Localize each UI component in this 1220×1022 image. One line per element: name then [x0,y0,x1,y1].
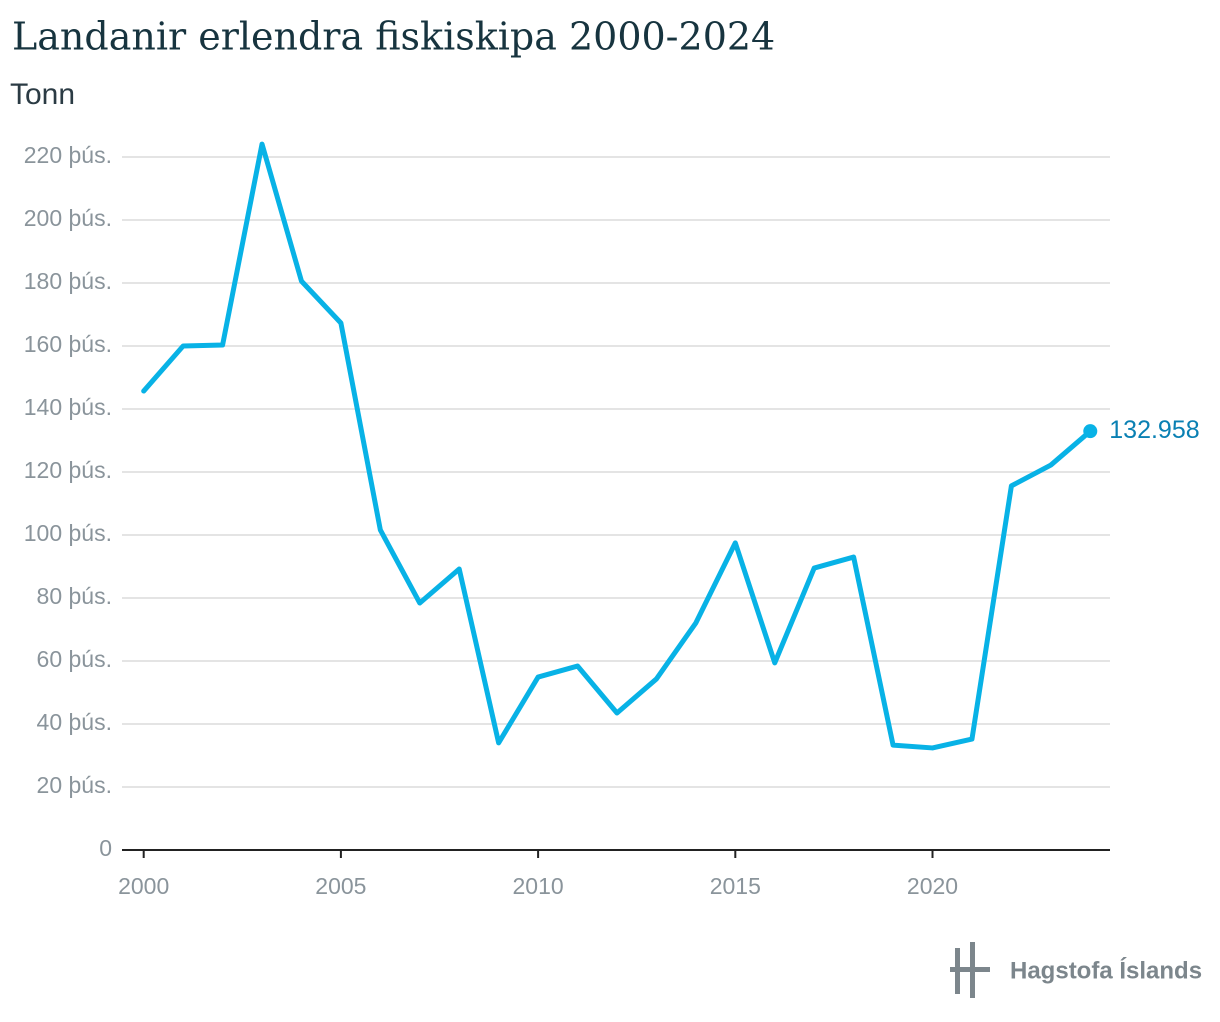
x-tick-label: 2000 [118,873,169,899]
x-tick-label: 2005 [315,873,366,899]
x-tick-label: 2020 [907,873,958,899]
y-tick-label: 0 [99,835,112,861]
chart-title: Landanir erlendra fiskiskipa 2000-2024 [12,15,775,59]
y-tick-label: 80 þús. [37,583,112,609]
chart-subtitle: Tonn [10,78,75,111]
y-tick-label: 60 þús. [37,646,112,672]
y-tick-label: 220 þús. [24,142,112,168]
logo-icon [950,942,990,998]
brand: Hagstofa Íslands [1010,956,1202,984]
line [141,141,1093,751]
y-tick-label: 40 þús. [37,709,112,735]
x-tick-label: 2010 [513,873,564,899]
point [1083,424,1098,439]
y-tick-label: 180 þús. [24,268,112,294]
y-tick-label: 20 þús. [37,772,112,798]
y-tick-label: 140 þús. [24,394,112,420]
y-tick-label: 120 þús. [24,457,112,483]
y-tick-label: 100 þús. [24,520,112,546]
y-tick-label: 200 þús. [24,205,112,231]
y-tick-label: 160 þús. [24,331,112,357]
x-tick-label: 2015 [710,873,761,899]
value-label: 132.958 [1109,416,1199,444]
